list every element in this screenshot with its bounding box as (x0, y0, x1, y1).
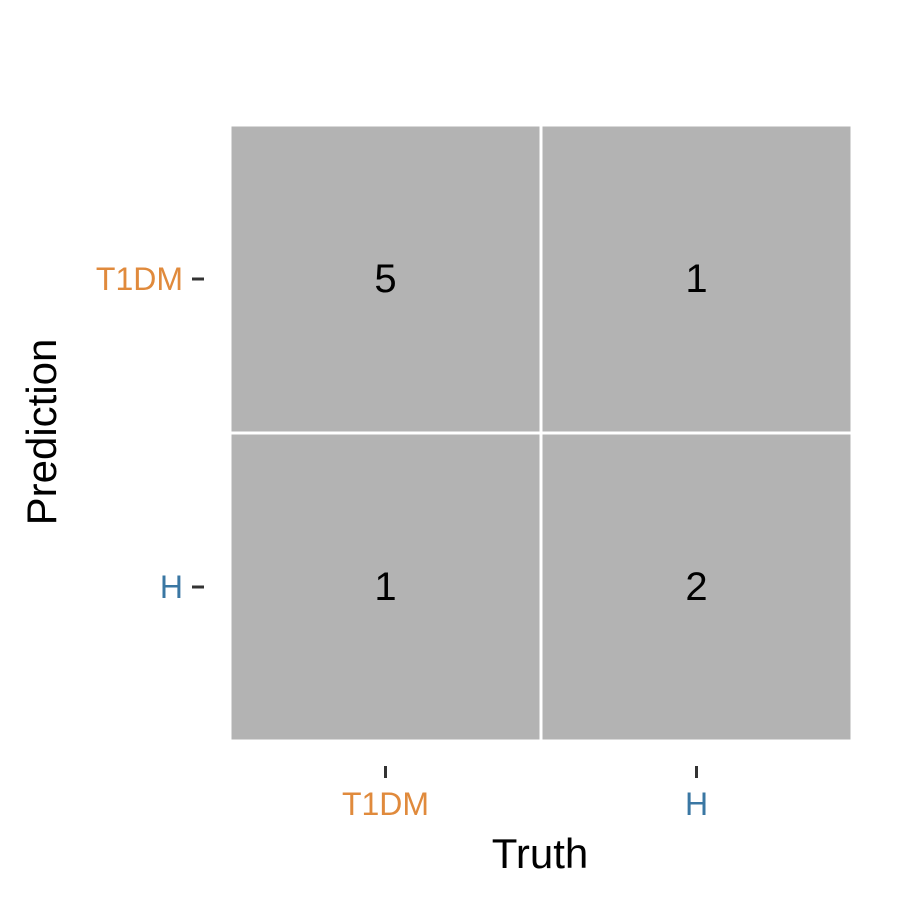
heatmap-cell-h-t1dm (231, 434, 540, 740)
heatmap-cell-t1dm-h (542, 126, 851, 432)
cell-value-label: 5 (374, 257, 396, 301)
y-tick-label-t1dm: T1DM (96, 261, 183, 297)
x-axis-title: Truth (492, 830, 588, 877)
cell-value-label: 2 (685, 565, 707, 609)
x-tick-label-t1dm: T1DM (342, 786, 429, 822)
heatmap-cell-h-h (542, 434, 851, 740)
heatmap-cell-t1dm-t1dm (231, 126, 540, 432)
x-axis-ticks: T1DM H (342, 766, 708, 822)
cell-value-label: 1 (374, 565, 396, 609)
y-tick-label-h: H (160, 569, 183, 605)
y-axis-title: Prediction (18, 339, 65, 526)
cells-layer: 5 1 1 2 (231, 126, 851, 740)
cell-value-label: 1 (685, 257, 707, 301)
x-tick-label-h: H (685, 786, 708, 822)
y-axis-ticks: T1DM H (96, 261, 204, 605)
